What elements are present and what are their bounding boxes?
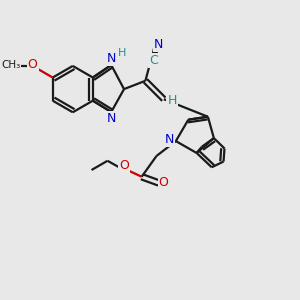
Text: H: H <box>118 47 126 58</box>
Text: O: O <box>28 58 38 71</box>
Text: N: N <box>165 133 174 146</box>
Text: C: C <box>149 54 158 67</box>
Text: O: O <box>158 176 168 189</box>
Text: N: N <box>106 52 116 65</box>
Text: N: N <box>106 112 116 125</box>
Text: H: H <box>167 94 177 107</box>
Text: N: N <box>154 38 164 51</box>
Text: CH₃: CH₃ <box>1 60 20 70</box>
Text: O: O <box>119 158 129 172</box>
